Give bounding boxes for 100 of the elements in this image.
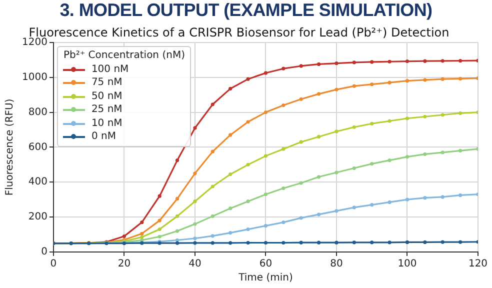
point	[246, 200, 250, 204]
point	[282, 66, 286, 70]
point	[458, 240, 462, 244]
point	[423, 152, 427, 156]
point	[352, 84, 356, 88]
point	[228, 206, 232, 210]
point	[158, 234, 162, 238]
point	[458, 193, 462, 198]
point	[158, 194, 162, 198]
point	[388, 80, 392, 84]
legend-label: 10 nM	[91, 116, 122, 130]
point	[282, 147, 286, 151]
point	[299, 216, 303, 220]
point	[158, 218, 162, 222]
point	[282, 220, 286, 224]
point	[228, 230, 232, 235]
legend-label: 0 nM	[91, 130, 116, 144]
x-tick-label: 20	[118, 258, 131, 270]
point	[210, 184, 214, 188]
point	[122, 234, 126, 238]
point	[175, 214, 180, 218]
point	[334, 88, 338, 92]
point	[405, 59, 410, 64]
point	[264, 240, 268, 245]
point	[264, 154, 268, 158]
y-tick-label: 400	[28, 176, 48, 188]
point	[334, 62, 338, 66]
point	[228, 241, 232, 245]
y-tick-label: 800	[28, 106, 48, 118]
point	[228, 86, 232, 90]
point	[175, 158, 180, 162]
x-axis-title: Time (min)	[238, 272, 293, 284]
point	[316, 240, 321, 244]
point	[299, 64, 303, 68]
legend-label: 100 nM	[91, 62, 129, 76]
legend-label: 75 nM	[91, 76, 122, 90]
point	[370, 82, 374, 86]
point	[405, 198, 410, 202]
point	[352, 125, 356, 129]
point	[440, 59, 444, 63]
point	[158, 227, 162, 232]
x-tick-label: 0	[50, 258, 57, 270]
point	[193, 172, 197, 176]
y-axis-title: Fluorescence (RFU)	[4, 98, 16, 196]
point	[405, 240, 410, 244]
point	[423, 114, 427, 118]
legend-title: Pb²⁺ Concentration (nM)	[63, 49, 185, 63]
point	[440, 113, 444, 117]
legend-label: 50 nM	[91, 90, 122, 104]
point	[316, 212, 321, 216]
point	[334, 130, 338, 134]
point	[210, 234, 214, 238]
point	[228, 172, 232, 176]
point	[246, 77, 250, 81]
y-tick-label: 200	[28, 212, 48, 223]
point	[370, 240, 374, 244]
point	[210, 241, 214, 245]
point	[264, 192, 268, 196]
point	[388, 158, 392, 162]
point	[334, 170, 338, 174]
point	[405, 116, 410, 120]
point	[316, 134, 321, 139]
point	[228, 133, 232, 137]
legend-label: 25 nM	[91, 103, 122, 117]
point	[299, 240, 303, 244]
point	[140, 220, 144, 224]
point	[193, 241, 197, 245]
point	[246, 162, 250, 166]
point	[140, 232, 144, 236]
point	[423, 240, 427, 244]
point	[299, 140, 303, 144]
point	[210, 102, 214, 106]
point	[388, 119, 392, 123]
point	[140, 235, 144, 239]
y-tick-label: 600	[28, 142, 48, 153]
point	[246, 227, 250, 232]
y-tick-label: 1200	[22, 36, 48, 48]
point	[316, 92, 321, 96]
chart-title: 3. MODEL OUTPUT (EXAMPLE SIMULATION)	[58, 0, 434, 21]
x-tick-label: 60	[259, 258, 272, 270]
point	[388, 60, 392, 64]
point	[299, 181, 303, 185]
point	[405, 155, 410, 159]
point	[458, 111, 462, 115]
point	[175, 229, 180, 233]
point	[388, 240, 392, 244]
point	[423, 59, 427, 63]
point	[316, 175, 321, 179]
point	[282, 186, 286, 190]
point	[458, 148, 462, 152]
x-tick-label: 100	[398, 258, 417, 270]
y-tick-label: 1000	[22, 72, 48, 83]
point	[282, 103, 286, 108]
point	[264, 110, 268, 114]
point	[423, 78, 427, 82]
point	[210, 150, 214, 154]
point	[299, 97, 303, 101]
point	[210, 214, 214, 218]
y-tick-label: 0	[41, 246, 48, 258]
point	[175, 238, 180, 242]
